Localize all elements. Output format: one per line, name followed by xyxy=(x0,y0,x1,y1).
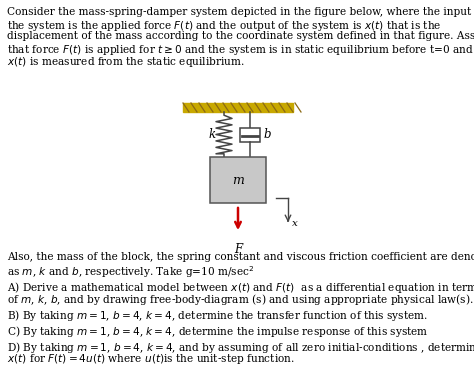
Bar xyxy=(183,103,293,112)
Text: A) Derive a mathematical model between $x(t)$ and $F(t)$  as a differential equa: A) Derive a mathematical model between $… xyxy=(7,280,474,295)
Text: D) By taking $m = 1$, $b = 4$, $k = 4$, and by assuming of all zero initial-cond: D) By taking $m = 1$, $b = 4$, $k = 4$, … xyxy=(7,340,474,355)
Text: x: x xyxy=(292,219,298,228)
Text: C) By taking $m = 1$, $b = 4$, $k = 4$, determine the impulse response of this s: C) By taking $m = 1$, $b = 4$, $k = 4$, … xyxy=(7,324,428,339)
Text: $x(t)$ for $F(t) = 4u(t)$ where $u(t)$is the unit-step function.: $x(t)$ for $F(t) = 4u(t)$ where $u(t)$is… xyxy=(7,352,295,366)
Text: that force $F(t)$ is applied for $t \geq 0$ and the system is in static equilibr: that force $F(t)$ is applied for $t \geq… xyxy=(7,43,474,57)
Text: m: m xyxy=(232,173,244,186)
Text: k: k xyxy=(209,128,216,141)
Text: as $m$, $k$ and $b$, respectively. Take g=10 m/sec$^2$: as $m$, $k$ and $b$, respectively. Take … xyxy=(7,264,255,280)
Text: F: F xyxy=(234,243,242,256)
Text: b: b xyxy=(263,128,271,141)
Text: Consider the mass-spring-damper system depicted in the figure below, where the i: Consider the mass-spring-damper system d… xyxy=(7,7,474,17)
Text: the system is the applied force $F(t)$ and the output of the system is $x(t)$ th: the system is the applied force $F(t)$ a… xyxy=(7,19,442,33)
Text: of $m$, $k$, $b$, and by drawing free-body-diagram (s) and using appropriate phy: of $m$, $k$, $b$, and by drawing free-bo… xyxy=(7,292,474,307)
Bar xyxy=(210,157,266,203)
Bar xyxy=(240,128,260,142)
Text: $x(t)$ is measured from the static equilibrium.: $x(t)$ is measured from the static equil… xyxy=(7,55,245,69)
Text: B) By taking $m = 1$, $b = 4$, $k = 4$, determine the transfer function of this : B) By taking $m = 1$, $b = 4$, $k = 4$, … xyxy=(7,308,428,323)
Text: displacement of the mass according to the coordinate system defined in that figu: displacement of the mass according to th… xyxy=(7,31,474,41)
Text: Also, the mass of the block, the spring constant and viscous friction coefficien: Also, the mass of the block, the spring … xyxy=(7,252,474,262)
